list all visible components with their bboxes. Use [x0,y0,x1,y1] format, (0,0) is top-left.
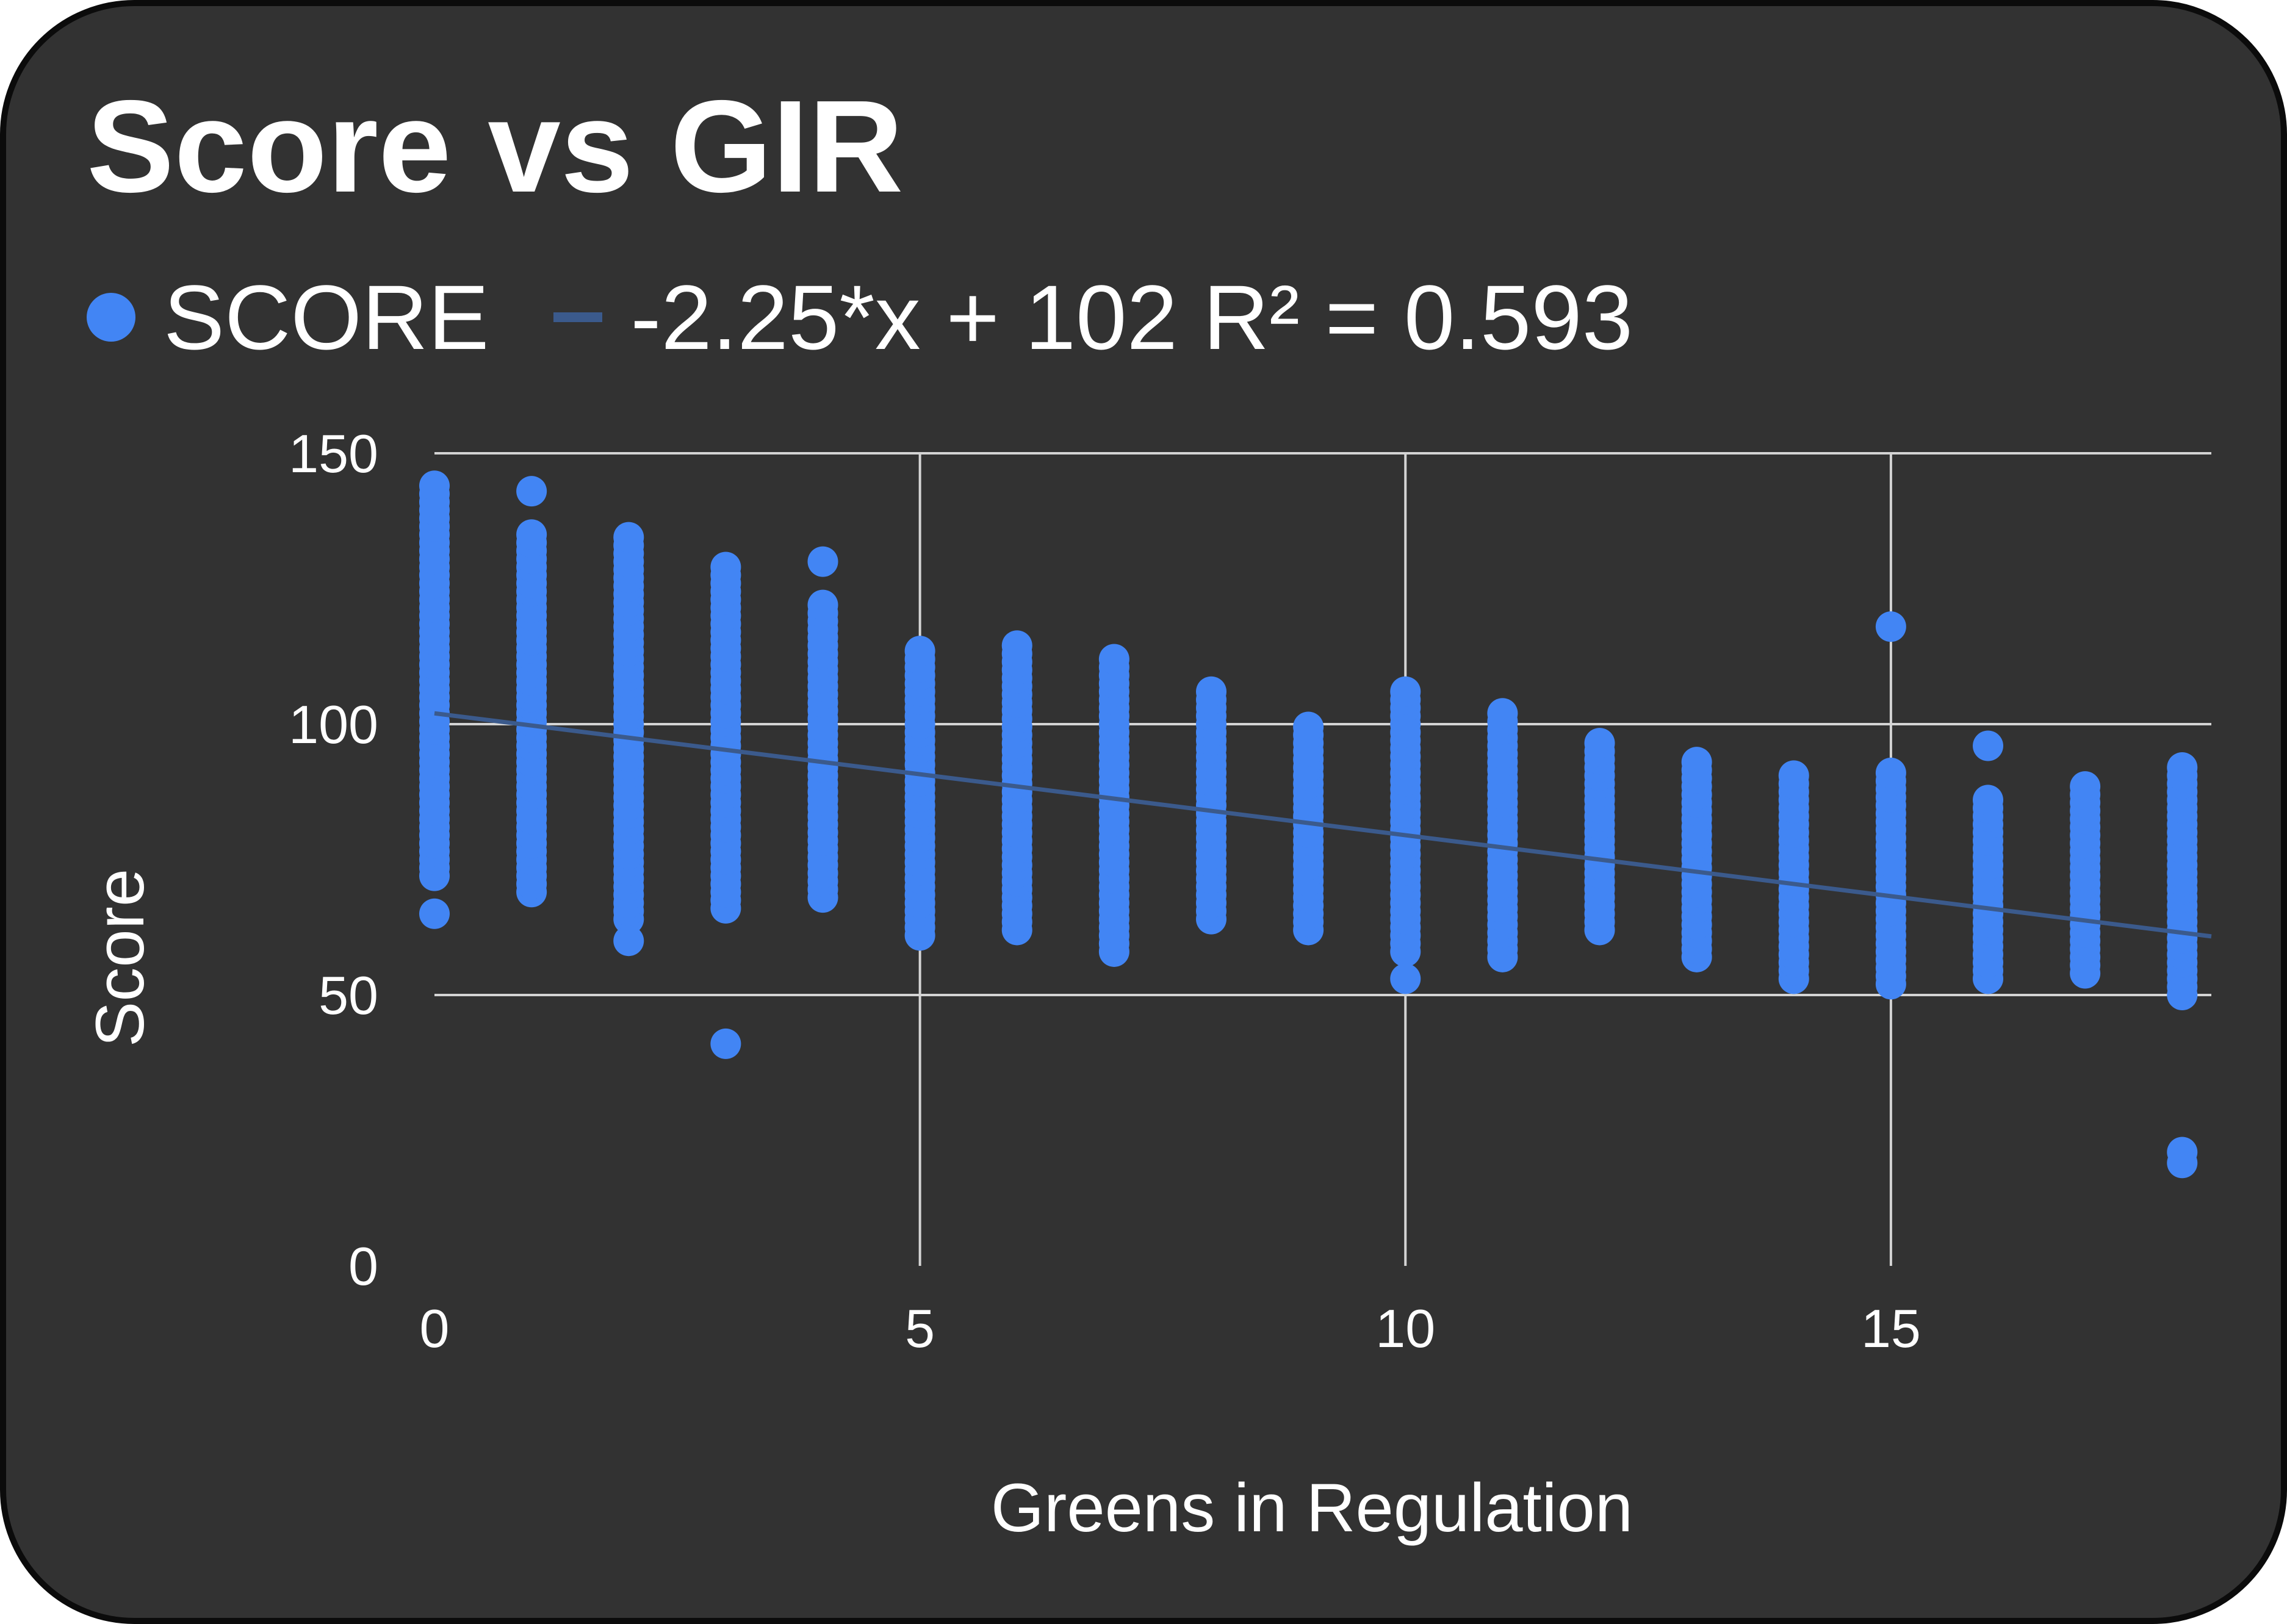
data-point-outlier [419,898,450,929]
data-point [2167,752,2198,783]
data-point [904,636,935,667]
data-point-outlier [2167,1148,2198,1179]
data-point [1778,760,1809,791]
legend-trendline-swatch [553,312,603,322]
legend-score-swatch [87,293,135,342]
data-point [1001,630,1032,661]
x-tick-label: 0 [420,1298,450,1359]
data-point [710,552,741,583]
data-point [2070,771,2101,802]
trendline-layer [434,711,2212,939]
data-point [807,589,838,620]
data-point [1875,757,1906,788]
data-point-outlier [516,476,547,507]
data-point [419,470,450,501]
legend-score-label: SCORE [164,265,489,368]
data-point [1293,711,1324,742]
legend-trendline-label: -2.25*x + 102 R² = 0.593 [630,265,1633,368]
chart-title: Score vs GIR [87,73,904,220]
x-axis-title: Greens in Regulation [991,1470,1633,1546]
y-tick-label: 100 [289,694,378,755]
x-tick-label: 10 [1375,1298,1435,1359]
x-tick-label: 15 [1861,1298,1921,1359]
data-point [516,519,547,550]
data-point [1098,644,1129,675]
y-tick-labels: 0 50 100 150 [289,423,378,1296]
data-point [1973,785,2004,816]
data-point [1584,728,1615,759]
chart-legend: SCORE -2.25*x + 102 R² = 0.593 [87,262,1633,372]
y-tick-label: 0 [348,1236,378,1296]
x-tick-labels: 0 5 10 15 [420,1298,1921,1359]
data-point-outlier [1875,611,1906,642]
data-point [1487,698,1518,729]
data-point-outlier [1390,963,1421,994]
data-point [613,522,644,553]
trendline [434,711,2212,939]
y-tick-label: 150 [289,423,378,484]
data-point [1196,676,1227,707]
x-tick-label: 5 [905,1298,935,1359]
data-point [1681,747,1712,778]
data-point-outlier [613,925,644,957]
data-point-outlier [807,546,838,577]
data-points [419,470,2198,1179]
scatter-plot: 0 50 100 150 0 5 10 15 Greens in Regulation Sc… [82,423,2212,1546]
data-point-outlier [1973,730,2004,761]
y-tick-label: 50 [319,965,378,1026]
y-axis-title: Score [82,869,158,1047]
data-point-outlier [710,1028,741,1059]
data-point [1390,676,1421,707]
